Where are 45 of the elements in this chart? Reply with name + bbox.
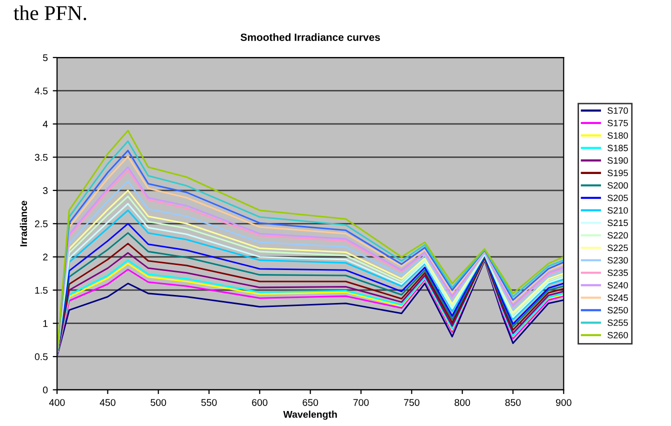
legend-label: S215 [608,220,628,226]
legend-label: S235 [608,270,628,276]
y-tick-label: 2.5 [34,220,48,228]
legend-label: S220 [608,232,628,239]
legend-label: S260 [608,332,628,338]
x-axis-title: Wavelength [283,410,337,420]
x-tick-label: 400 [49,399,65,406]
x-tick-label: 800 [454,399,470,406]
y-tick-label: 3 [42,187,48,194]
y-tick-label: 1.5 [35,286,48,294]
legend-label: S180 [608,132,628,139]
x-tick-label: 650 [302,399,318,406]
y-tick-label: 4 [42,120,48,128]
y-tick-label: 1 [43,320,48,327]
legend-label: S240 [608,282,628,288]
legend-label: S200 [608,182,628,189]
legend-label: S205 [608,194,628,202]
x-tick-label: 500 [150,399,166,406]
legend-label: S185 [608,144,628,152]
y-tick-label: 0 [42,386,48,394]
legend-label: S230 [608,257,628,264]
legend-label: S190 [608,157,628,164]
legend-label: S255 [608,320,628,326]
y-tick-label: 4.5 [34,88,48,94]
y-tick-label: 2 [43,254,48,260]
x-tick-label: 900 [556,399,572,406]
x-tick-label: 600 [252,399,268,406]
legend-label: S175 [608,120,628,126]
legend-label: S195 [608,170,628,176]
x-tick-label: 700 [353,399,369,406]
legend-label: S245 [608,294,628,301]
legend-label: S210 [608,207,628,214]
x-tick-label: 750 [404,399,420,406]
y-tick-label: 3.5 [34,154,48,161]
x-tick-label: 850 [505,399,521,406]
legend-label: S170 [608,107,628,114]
x-tick-label: 550 [201,399,217,406]
y-tick-label: 0.5 [34,353,48,360]
y-axis-title: Irradiance [20,200,28,246]
x-tick-label: 450 [100,399,116,406]
legend-label: S225 [608,244,628,252]
chart-title: Smoothed Irradiance curves [240,33,380,41]
y-tick-label: 5 [42,54,48,62]
text: the PFN. [14,5,86,20]
legend-label: S250 [608,307,628,314]
